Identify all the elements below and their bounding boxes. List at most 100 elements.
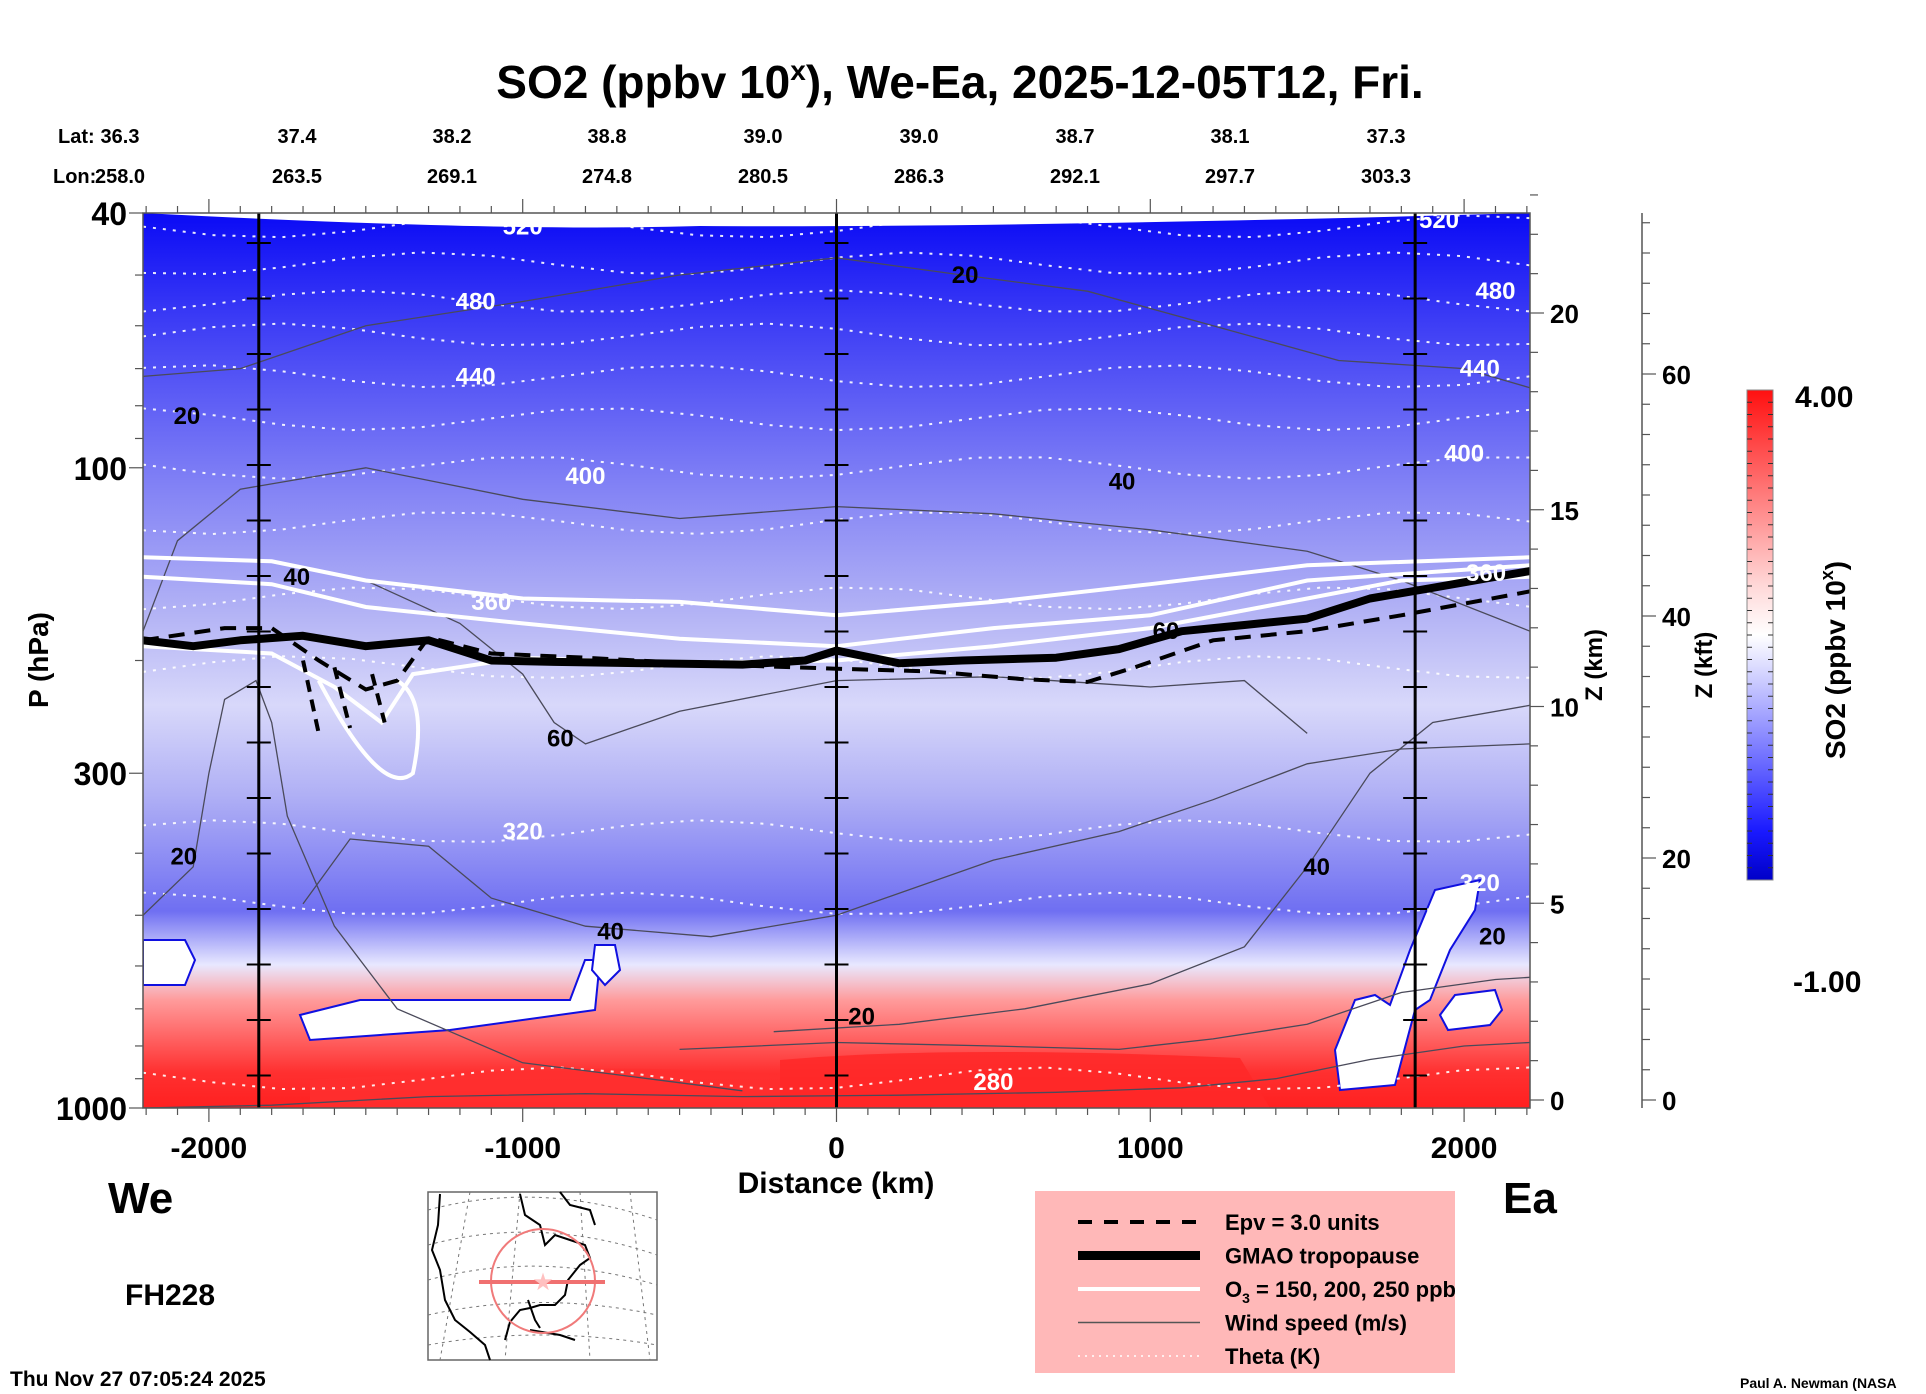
y-axis-z-km: 0 5 10 15 20 — [1530, 194, 1579, 1116]
theta-contour — [143, 586, 1530, 611]
theta-contour — [143, 407, 1530, 432]
colorbar-label: SO2 (ppbv 10x) — [1817, 561, 1851, 759]
wind-speed-label: 20 — [952, 262, 979, 289]
timestamp: Thu Nov 27 07:05:24 2025 — [10, 1368, 266, 1391]
inset-map: ★ — [427, 1191, 658, 1361]
wind-speed-label: 20 — [1479, 924, 1506, 951]
legend-label: Wind speed (m/s) — [1225, 1311, 1407, 1336]
colorbar-min-label: -1.00 — [1793, 966, 1861, 999]
lon-value: 263.5 — [272, 166, 322, 188]
lon-value: 274.8 — [582, 166, 632, 188]
east-label: Ea — [1503, 1174, 1557, 1223]
wind-speed-label: 40 — [1109, 468, 1136, 495]
lat-value: 37.3 — [1367, 126, 1406, 148]
theta-contour — [143, 289, 1530, 313]
lat-lon-header: Lat: Lon: 36.3 37.4 38.2 38.8 39.0 39.0 38.7 38… — [53, 126, 1411, 188]
epv-contour — [301, 660, 387, 734]
z-kft-tick-label: 60 — [1662, 360, 1691, 390]
z-kft-label: Z (kft) — [1691, 632, 1718, 699]
credit: Paul A. Newman (NASA — [1740, 1375, 1897, 1391]
theta-label: 480 — [456, 289, 496, 316]
theta-contour — [143, 819, 1530, 843]
lon-value: 269.1 — [427, 166, 477, 188]
theta-label: 520 — [1419, 207, 1459, 234]
wind-speed-contour — [143, 1041, 1530, 1108]
lat-value: 39.0 — [744, 126, 783, 148]
x-tick-label: -2000 — [171, 1132, 248, 1165]
lat-value: 38.1 — [1211, 126, 1250, 148]
so2-saturated-region — [1333, 878, 1482, 1092]
y-axis-pressure: 40 100 300 1000 — [56, 196, 143, 1127]
forecast-hour: FH228 — [125, 1279, 215, 1312]
z-km-tick-label: 0 — [1550, 1086, 1564, 1116]
legend-label: O3 = 150, 200, 250 ppb — [1225, 1277, 1456, 1306]
theta-contour — [143, 891, 1530, 916]
z-km-label: Z (km) — [1581, 629, 1608, 701]
west-label: We — [108, 1174, 173, 1223]
z-km-tick-label: 5 — [1550, 889, 1564, 919]
x-tick-label: 0 — [828, 1132, 845, 1165]
z-kft-tick-label: 40 — [1662, 602, 1691, 632]
so2-saturated-region — [298, 959, 602, 1042]
colorbar-max-label: 4.00 — [1795, 381, 1853, 414]
so2-saturated-region — [143, 939, 197, 986]
wind-speed-label: 20 — [170, 844, 197, 871]
x-axis: -2000 -1000 0 1000 2000 — [145, 199, 1528, 1165]
x-axis-label: Distance (km) — [738, 1167, 935, 1200]
so2-anomalies — [143, 213, 1530, 1108]
wind-speed-contour — [143, 467, 1530, 632]
legend-label: Epv = 3.0 units — [1225, 1210, 1380, 1235]
wind-speed-label: 60 — [547, 726, 574, 753]
colorbar: 4.00 -1.00 SO2 (ppbv 10x) — [1746, 381, 1861, 999]
y-axis-z-kft: 0 20 40 60 — [1641, 213, 1691, 1116]
theta-label: 400 — [565, 463, 605, 490]
z-km-tick-label: 10 — [1550, 693, 1579, 723]
theta-contour — [143, 322, 1530, 347]
wind-speed-label: 40 — [1303, 854, 1330, 881]
theta-label: 320 — [1460, 870, 1500, 897]
theta-label: 480 — [1475, 278, 1515, 305]
wind-speed-label: 40 — [283, 564, 310, 591]
theta-contour — [143, 655, 1530, 679]
lon-value: 297.7 — [1205, 166, 1255, 188]
z-kft-tick-label: 0 — [1662, 1086, 1676, 1116]
theta-labels: 520 480 440 400 360 320 520 480 440 400 360 320 280 — [456, 207, 1516, 1096]
theta-label: 360 — [1466, 560, 1506, 587]
wind-speed-label: 20 — [848, 1004, 875, 1031]
chart-title: SO2 (ppbv 10x), We-Ea, 2025-12-05T12, Fr… — [496, 55, 1423, 108]
wind-speed-contour — [143, 679, 743, 1092]
y-tick-label: 40 — [91, 196, 127, 232]
legend-label: GMAO tropopause — [1225, 1244, 1419, 1269]
wind-speed-label: 60 — [1153, 618, 1180, 645]
theta-label: 360 — [471, 589, 511, 616]
z-kft-tick-label: 20 — [1662, 844, 1691, 874]
lat-value: 36.3 — [101, 126, 140, 148]
so2-saturated-region — [1438, 988, 1504, 1032]
wind-speed-contour — [773, 704, 1530, 1033]
wind-speed-label: 20 — [174, 403, 201, 430]
theta-contour — [143, 511, 1530, 536]
x-tick-label: 2000 — [1431, 1132, 1498, 1165]
lon-value: 280.5 — [738, 166, 788, 188]
theta-label: 280 — [973, 1069, 1013, 1096]
lon-label: Lon: — [53, 166, 96, 188]
lon-value: 292.1 — [1050, 166, 1100, 188]
theta-label: 320 — [503, 819, 543, 846]
wind-labels: 20 40 20 60 40 20 40 60 40 20 20 — [170, 262, 1505, 1031]
lat-value: 39.0 — [900, 126, 939, 148]
legend: Epv = 3.0 units GMAO tropopause O3 = 150, … — [1035, 1191, 1456, 1373]
z-km-tick-label: 20 — [1550, 299, 1579, 329]
y-tick-label: 100 — [74, 451, 127, 487]
theta-label: 400 — [1444, 441, 1484, 468]
so2-high-region — [780, 1051, 1270, 1108]
o3-contour — [316, 678, 421, 780]
theta-contour — [143, 214, 1530, 239]
wind-speed-label: 40 — [597, 918, 624, 945]
section-center-star-icon: ★ — [532, 1269, 554, 1296]
theta-contours — [143, 214, 1530, 1091]
theta-label: 440 — [1460, 356, 1500, 383]
reference-lines — [246, 213, 1428, 1108]
wind-speed-contour — [679, 976, 1530, 1051]
wind-speed-contour — [143, 257, 1530, 389]
